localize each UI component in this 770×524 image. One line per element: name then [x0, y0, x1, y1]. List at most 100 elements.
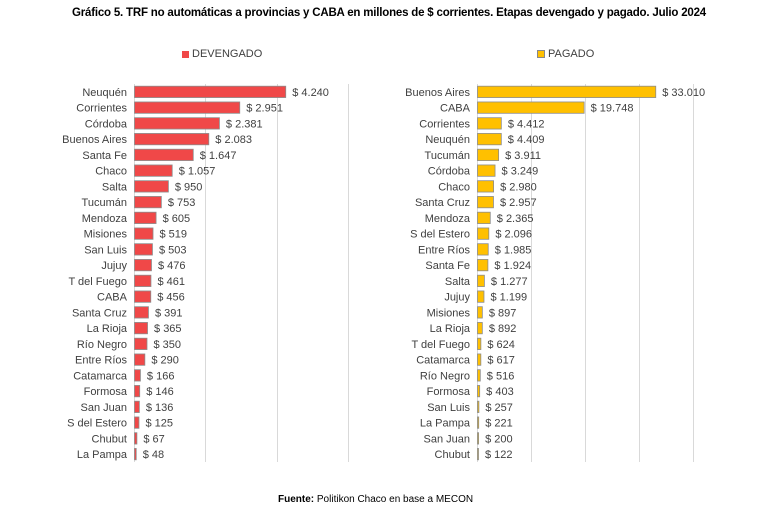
- data-label: $ 519: [160, 229, 188, 241]
- data-label: $ 365: [154, 323, 182, 335]
- category-label: Jujuy: [444, 292, 470, 304]
- bar: [134, 274, 152, 287]
- category-label: Catamarca: [73, 370, 128, 382]
- data-label: $ 605: [163, 213, 191, 225]
- bar: [134, 306, 149, 319]
- source-note: Fuente: Politikon Chaco en base a MECON: [278, 494, 473, 505]
- bar: [134, 227, 154, 240]
- data-label: $ 516: [487, 370, 515, 382]
- category-label: La Pampa: [77, 449, 128, 461]
- category-label: S del Estero: [410, 229, 470, 241]
- data-label: $ 503: [159, 244, 187, 256]
- data-label: $ 4.412: [508, 118, 545, 130]
- bar: [477, 337, 482, 350]
- data-label: $ 4.240: [292, 87, 329, 99]
- bar: [134, 196, 162, 209]
- bar: [477, 85, 657, 98]
- data-label: $ 125: [145, 418, 173, 430]
- category-label: Formosa: [427, 386, 471, 398]
- category-label: Río Negro: [77, 339, 127, 351]
- bar: [134, 211, 157, 224]
- bar: [477, 416, 480, 429]
- data-label: $ 2.957: [500, 197, 537, 209]
- data-label: $ 221: [485, 418, 513, 430]
- data-label: $ 136: [146, 402, 174, 414]
- bar: [134, 164, 173, 177]
- bar: [134, 117, 220, 130]
- bar: [134, 322, 148, 335]
- bar: [477, 369, 481, 382]
- bar: [477, 101, 585, 114]
- bar: [477, 133, 502, 146]
- bar: [477, 353, 482, 366]
- bar: [134, 243, 153, 256]
- bar: [134, 353, 146, 366]
- data-label: $ 2.980: [500, 181, 537, 193]
- data-label: $ 617: [487, 355, 515, 367]
- bar: [477, 180, 494, 193]
- data-label: $ 2.096: [495, 229, 532, 241]
- category-label: Neuquén: [82, 87, 127, 99]
- bar: [477, 259, 489, 272]
- source-text: Politikon Chaco en base a MECON: [314, 494, 474, 505]
- category-label: Córdoba: [85, 118, 128, 130]
- data-label: $ 166: [147, 370, 175, 382]
- data-label: $ 4.409: [508, 134, 545, 146]
- data-label: $ 456: [157, 292, 185, 304]
- legend-label-devengado: DEVENGADO: [192, 48, 263, 60]
- data-label: $ 257: [485, 402, 513, 414]
- category-label: CABA: [97, 292, 128, 304]
- category-label: San Juan: [81, 402, 127, 414]
- data-label: $ 19.748: [591, 103, 634, 115]
- category-label: Santa Cruz: [72, 307, 127, 319]
- bar: [134, 101, 241, 114]
- category-label: Santa Cruz: [415, 197, 470, 209]
- category-label: Buenos Aires: [405, 87, 470, 99]
- category-label: Tucumán: [425, 150, 470, 162]
- bar: [477, 164, 496, 177]
- bar: [477, 385, 481, 398]
- data-label: $ 461: [157, 276, 185, 288]
- category-label: San Luis: [84, 244, 127, 256]
- bar: [134, 448, 137, 461]
- category-label: S del Estero: [67, 418, 127, 430]
- bar: [477, 274, 485, 287]
- data-label: $ 897: [489, 307, 517, 319]
- bar: [477, 148, 500, 161]
- data-label: $ 391: [155, 307, 183, 319]
- bar: [134, 290, 152, 303]
- category-label: Mendoza: [425, 213, 471, 225]
- data-label: $ 48: [143, 449, 164, 461]
- category-label: San Luis: [427, 402, 470, 414]
- chart-title: Gráfico 5. TRF no automáticas a provinci…: [72, 7, 706, 19]
- category-label: Entre Ríos: [75, 355, 127, 367]
- bar: [477, 400, 480, 413]
- data-label: $ 122: [485, 449, 513, 461]
- data-label: $ 1.057: [179, 166, 216, 178]
- data-label: $ 2.951: [246, 103, 283, 115]
- data-label: $ 753: [168, 197, 196, 209]
- bar: [477, 306, 483, 319]
- bar: [477, 322, 483, 335]
- category-label: Formosa: [84, 386, 128, 398]
- data-label: $ 2.083: [215, 134, 252, 146]
- category-label: Buenos Aires: [62, 134, 127, 146]
- data-label: $ 892: [489, 323, 517, 335]
- data-label: $ 476: [158, 260, 186, 272]
- category-label: Corrientes: [419, 118, 470, 130]
- bar: [134, 400, 140, 413]
- category-label: La Rioja: [87, 323, 128, 335]
- category-label: Entre Ríos: [418, 244, 470, 256]
- category-label: Mendoza: [82, 213, 128, 225]
- data-label: $ 403: [486, 386, 514, 398]
- category-label: Santa Fe: [425, 260, 470, 272]
- legend-devengado: DEVENGADO: [182, 48, 262, 60]
- data-label: $ 1.647: [200, 150, 237, 162]
- bar: [134, 432, 138, 445]
- bar: [134, 259, 152, 272]
- data-label: $ 2.381: [226, 118, 263, 130]
- category-label: Córdoba: [428, 166, 471, 178]
- data-label: $ 2.365: [497, 213, 534, 225]
- data-label: $ 146: [146, 386, 174, 398]
- bar: [134, 369, 141, 382]
